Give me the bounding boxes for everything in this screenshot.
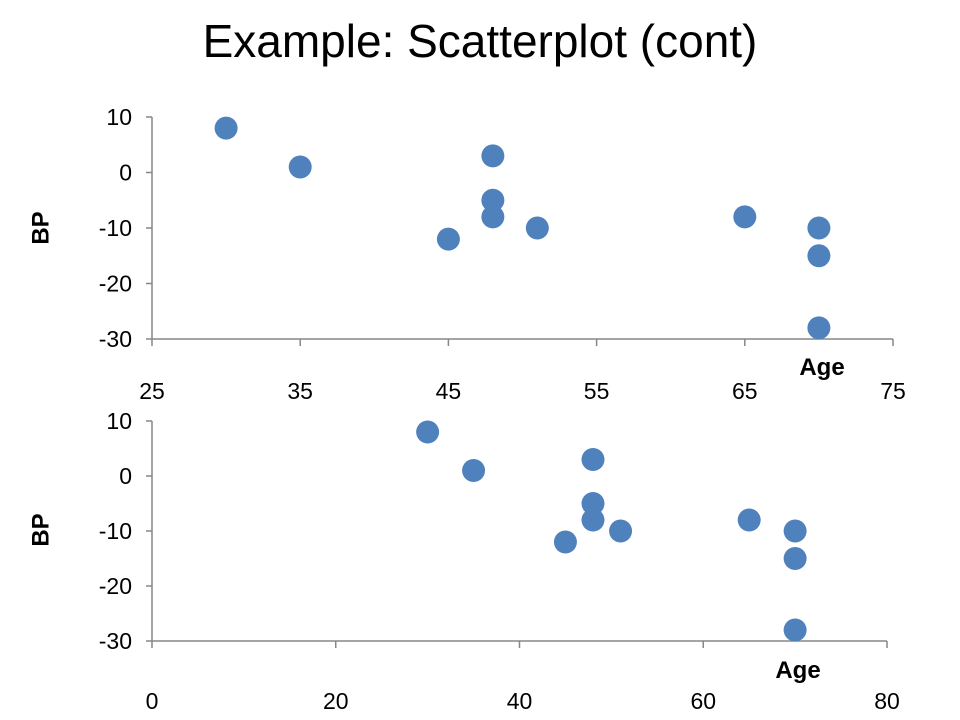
data-point <box>462 459 486 482</box>
data-point <box>783 618 807 642</box>
data-point <box>783 547 807 570</box>
chart-top-scatter: 10 0 -10 -20 -30 25 35 45 55 65 75 Age BP <box>27 104 905 404</box>
data-point <box>581 448 605 471</box>
y-tick-label: -20 <box>99 573 132 599</box>
x-tick-label: 75 <box>880 378 906 404</box>
x-tick-label: 80 <box>874 688 900 714</box>
data-point <box>416 420 440 444</box>
y-axis-title: BP <box>27 513 54 546</box>
data-point <box>481 205 505 229</box>
y-tick-label: 0 <box>119 463 132 489</box>
data-point <box>581 508 605 532</box>
chart-bottom-scatter: 10 0 -10 -20 -30 0 20 40 60 80 Age BP <box>27 408 899 714</box>
data-point <box>288 155 312 179</box>
y-tick-label: -30 <box>99 628 132 654</box>
y-tick-label: 0 <box>119 160 132 186</box>
x-tick-label: 35 <box>287 378 313 404</box>
data-point <box>807 244 831 268</box>
data-point <box>807 216 831 240</box>
data-point <box>609 519 633 543</box>
data-point <box>783 519 807 543</box>
x-tick-label: 25 <box>139 378 165 404</box>
y-tick-label: -20 <box>99 271 132 297</box>
x-tick-label: 55 <box>584 378 610 404</box>
y-tick-label: 10 <box>106 408 132 434</box>
y-tick-label: 10 <box>106 104 132 130</box>
data-point <box>737 508 761 532</box>
data-point <box>581 492 605 515</box>
data-point <box>481 188 505 212</box>
y-tick-label: -10 <box>99 215 132 241</box>
x-tick-label: 20 <box>323 688 349 714</box>
data-point <box>807 316 831 340</box>
x-axis-title: Age <box>775 657 820 684</box>
x-tick-label: 65 <box>732 378 758 404</box>
slide-title: Example: Scatterplot (cont) <box>202 15 758 67</box>
x-tick-label: 45 <box>436 378 462 404</box>
x-axis-title: Age <box>799 354 844 381</box>
data-point <box>481 144 505 168</box>
data-point <box>553 530 577 554</box>
data-point <box>733 205 757 229</box>
data-point <box>436 227 460 251</box>
data-point <box>525 216 549 240</box>
y-axis-title: BP <box>27 211 54 244</box>
x-tick-label: 40 <box>507 688 533 714</box>
data-point <box>214 116 238 140</box>
x-tick-label: 60 <box>690 688 716 714</box>
y-tick-label: -30 <box>99 326 132 352</box>
x-tick-label: 0 <box>146 688 159 714</box>
y-tick-label: -10 <box>99 518 132 544</box>
